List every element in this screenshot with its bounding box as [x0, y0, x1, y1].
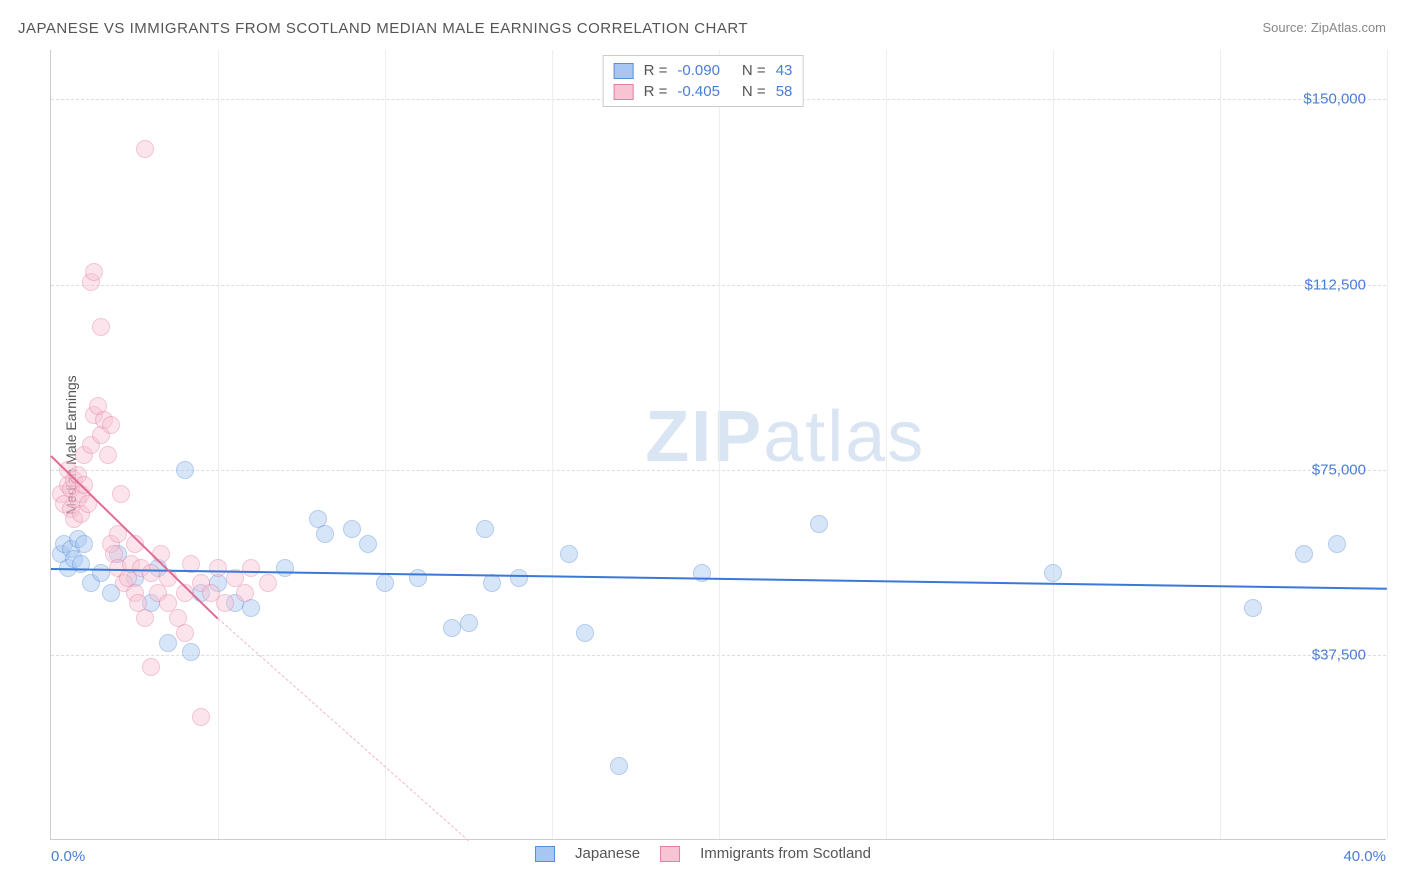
scatter-point: [176, 624, 194, 642]
scatter-point: [152, 545, 170, 563]
r-label: R =: [644, 62, 668, 79]
legend-series-label: Japanese: [575, 845, 640, 862]
watermark-atlas: atlas: [763, 396, 925, 476]
scatter-point: [159, 634, 177, 652]
scatter-point: [316, 525, 334, 543]
x-tick-label: 0.0%: [51, 848, 85, 865]
scatter-point: [810, 515, 828, 533]
scatter-point: [209, 559, 227, 577]
plot-area: Median Male Earnings ZIPatlas $37,500$75…: [50, 50, 1386, 840]
scatter-point: [460, 614, 478, 632]
gridline-v: [1053, 50, 1054, 839]
gridline-v: [886, 50, 887, 839]
n-label: N =: [742, 62, 766, 79]
scatter-point: [560, 545, 578, 563]
gridline-v: [1220, 50, 1221, 839]
y-tick-label: $112,500: [1305, 276, 1366, 293]
trend-line: [218, 618, 469, 841]
legend-swatch: [660, 846, 680, 862]
scatter-point: [376, 574, 394, 592]
n-value: 43: [776, 62, 793, 79]
scatter-point: [216, 594, 234, 612]
scatter-point: [192, 708, 210, 726]
scatter-point: [176, 461, 194, 479]
scatter-point: [142, 658, 160, 676]
scatter-point: [1328, 535, 1346, 553]
chart-title: JAPANESE VS IMMIGRANTS FROM SCOTLAND MED…: [18, 20, 748, 37]
scatter-point: [112, 485, 130, 503]
scatter-point: [136, 140, 154, 158]
scatter-point: [443, 619, 461, 637]
scatter-point: [142, 564, 160, 582]
n-value: 58: [776, 83, 793, 100]
watermark: ZIPatlas: [645, 395, 925, 477]
scatter-point: [483, 574, 501, 592]
scatter-point: [236, 584, 254, 602]
scatter-point: [343, 520, 361, 538]
scatter-point: [99, 446, 117, 464]
x-tick-label: 40.0%: [1343, 848, 1386, 865]
legend-stat-row: R = -0.090 N = 43: [614, 60, 793, 81]
scatter-point: [242, 559, 260, 577]
scatter-point: [85, 263, 103, 281]
gridline-v: [218, 50, 219, 839]
scatter-point: [276, 559, 294, 577]
n-label: N =: [742, 83, 766, 100]
r-value: -0.090: [677, 62, 720, 79]
source-attribution: Source: ZipAtlas.com: [1262, 20, 1386, 35]
scatter-point: [359, 535, 377, 553]
series-legend: Japanese Immigrants from Scotland: [529, 845, 877, 862]
scatter-point: [92, 564, 110, 582]
y-tick-label: $75,000: [1312, 461, 1366, 478]
scatter-point: [75, 535, 93, 553]
scatter-point: [576, 624, 594, 642]
gridline-v: [552, 50, 553, 839]
legend-series-label: Immigrants from Scotland: [700, 845, 871, 862]
legend-swatch: [614, 84, 634, 100]
scatter-point: [92, 318, 110, 336]
scatter-point: [1044, 564, 1062, 582]
legend-swatch: [535, 846, 555, 862]
r-value: -0.405: [677, 83, 720, 100]
scatter-point: [476, 520, 494, 538]
scatter-point: [510, 569, 528, 587]
scatter-point: [182, 643, 200, 661]
watermark-zip: ZIP: [645, 396, 763, 476]
legend-swatch: [614, 63, 634, 79]
gridline-v: [719, 50, 720, 839]
y-tick-label: $37,500: [1312, 646, 1366, 663]
scatter-point: [1244, 599, 1262, 617]
scatter-point: [610, 757, 628, 775]
gridline-v: [1387, 50, 1388, 839]
legend-stat-row: R = -0.405 N = 58: [614, 81, 793, 102]
scatter-point: [409, 569, 427, 587]
scatter-point: [259, 574, 277, 592]
scatter-point: [1295, 545, 1313, 563]
gridline-v: [385, 50, 386, 839]
correlation-legend: R = -0.090 N = 43R = -0.405 N = 58: [603, 55, 804, 107]
scatter-point: [136, 609, 154, 627]
y-tick-label: $150,000: [1303, 91, 1366, 108]
r-label: R =: [644, 83, 668, 100]
scatter-point: [102, 416, 120, 434]
